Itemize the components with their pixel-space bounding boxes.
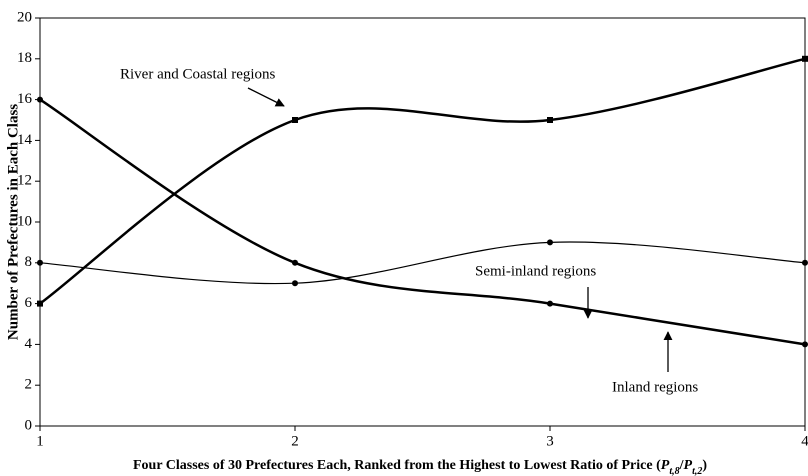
x-label-part: P (684, 458, 693, 473)
marker (37, 300, 43, 307)
x-axis-label: Four Classes of 30 Prefectures Each, Ran… (133, 458, 707, 476)
x-tick-label: 3 (546, 433, 554, 449)
y-tick-label: 0 (25, 417, 33, 433)
y-tick-label: 12 (17, 173, 32, 189)
y-tick-label: 20 (17, 9, 32, 25)
y-tick-label: 16 (17, 91, 33, 107)
annotation: Semi-inland regions (475, 263, 596, 279)
x-tick-label: 4 (801, 433, 808, 449)
x-label-part: t,2 (692, 466, 702, 476)
marker (547, 239, 553, 246)
x-label-part: t,8 (669, 466, 679, 476)
y-tick-label: 6 (25, 295, 33, 311)
x-tick-label: 1 (36, 433, 44, 449)
marker (802, 341, 808, 348)
y-tick-label: 8 (25, 254, 33, 270)
marker (292, 117, 298, 123)
annotation: Inland regions (612, 379, 698, 395)
x-label-part: ) (702, 458, 707, 473)
series-line (39, 98, 806, 346)
marker (37, 96, 43, 103)
marker (292, 280, 298, 287)
y-tick-label: 2 (25, 377, 33, 393)
y-tick-label: 18 (17, 50, 32, 66)
marker (37, 259, 43, 266)
marker (802, 55, 808, 62)
x-label-part: / (679, 458, 685, 473)
marker (292, 259, 298, 266)
y-tick-label: 4 (25, 336, 33, 352)
y-axis-label: Number of Prefectures in Each Class (5, 104, 21, 340)
x-label-part: P (661, 458, 670, 473)
x-label-part: Four Classes of 30 Prefectures Each, Ran… (133, 458, 661, 473)
series-line (39, 241, 806, 285)
annotation: River and Coastal regions (120, 66, 276, 82)
x-tick-label: 2 (291, 433, 299, 449)
y-tick-label: 10 (17, 213, 32, 229)
arrow (247, 87, 285, 107)
marker (802, 259, 808, 266)
marker (547, 117, 553, 123)
marker (547, 300, 553, 307)
y-tick-label: 14 (17, 132, 33, 148)
series-line (39, 57, 806, 305)
